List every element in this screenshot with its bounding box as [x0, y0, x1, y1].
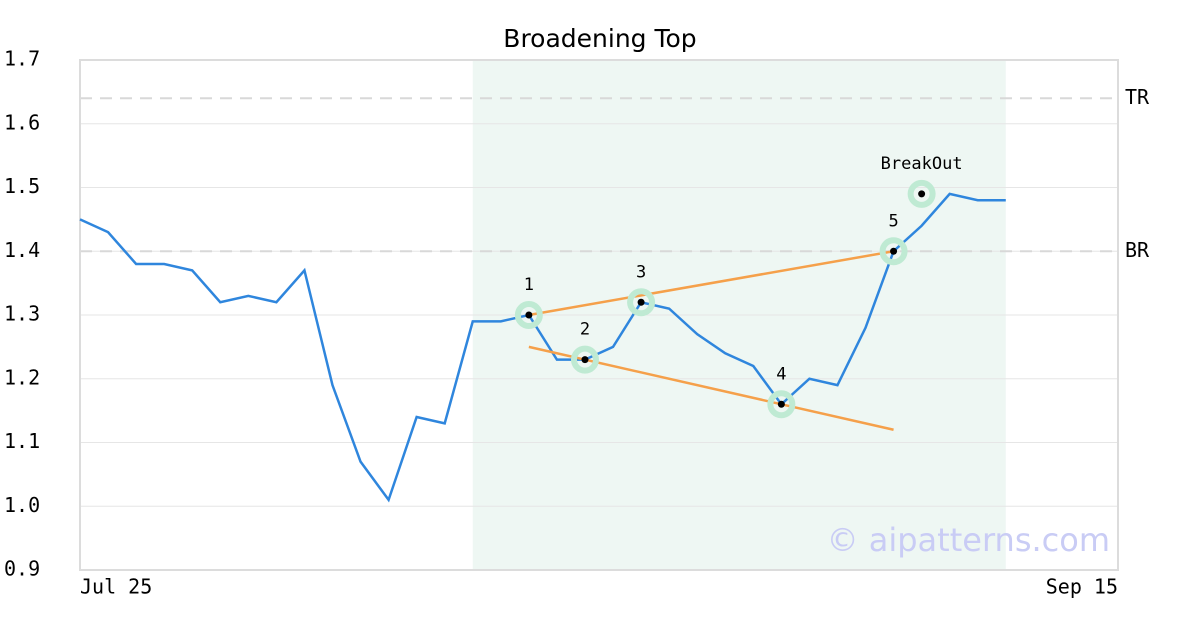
y-tick-label: 1.5	[4, 174, 40, 198]
trend-line	[528, 345, 894, 431]
level-label: BR	[1125, 238, 1150, 262]
pattern-point-halo	[767, 390, 796, 419]
pattern-label: 1	[524, 275, 534, 295]
pattern-label: BreakOut	[881, 154, 963, 174]
pattern-label: 5	[888, 211, 898, 231]
pattern-point	[890, 247, 898, 255]
watermark: © aipatterns.com	[827, 521, 1110, 559]
price-line	[79, 192, 1006, 503]
y-tick-label: 1.4	[4, 238, 40, 262]
pattern-point	[525, 311, 533, 319]
pattern-label: 3	[636, 262, 646, 282]
pattern-point-halo	[570, 345, 599, 374]
y-tick-label: 1.3	[4, 302, 40, 326]
pattern-label: 2	[580, 320, 590, 340]
trend-line	[528, 250, 894, 317]
pattern-point-halo	[907, 179, 936, 208]
y-tick-label: 1.1	[4, 429, 40, 453]
chart-title: Broadening Top	[503, 24, 696, 53]
pattern-point-halo	[627, 288, 656, 317]
pattern-point	[581, 356, 589, 364]
y-tick-label: 1.6	[4, 110, 40, 134]
pattern-label: 4	[776, 364, 786, 384]
pattern-point	[637, 298, 645, 306]
level-label: TR	[1125, 85, 1150, 109]
y-tick-label: 1.0	[4, 493, 40, 517]
y-tick-label: 1.7	[4, 47, 40, 71]
y-tick-label: 1.2	[4, 365, 40, 389]
plot-frame	[79, 59, 1119, 571]
pattern-point-halo	[514, 301, 543, 329]
y-tick-label: 0.9	[4, 557, 40, 581]
x-tick-label: Sep 15	[1046, 575, 1118, 599]
x-tick-label: Jul 25	[80, 575, 152, 599]
pattern-point	[918, 190, 926, 198]
pattern-point	[777, 400, 785, 408]
pattern-point-halo	[879, 237, 908, 266]
